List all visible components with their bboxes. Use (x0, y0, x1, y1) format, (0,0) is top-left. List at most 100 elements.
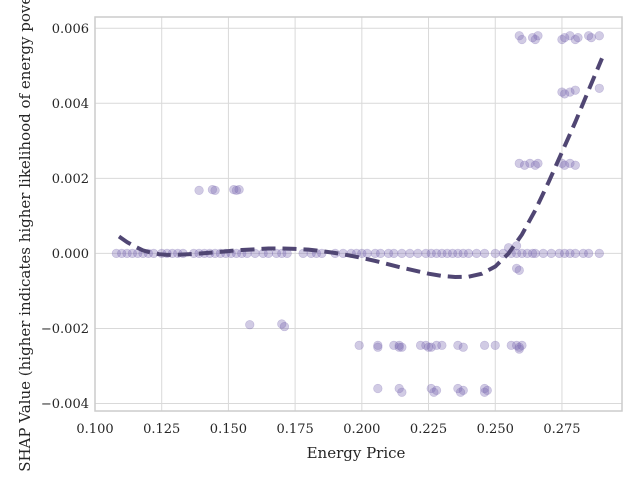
data-point (560, 89, 570, 99)
data-point (423, 342, 434, 352)
data-point (370, 248, 380, 258)
x-tick-label: 0.250 (477, 422, 514, 437)
data-point (394, 340, 404, 350)
data-point (354, 340, 364, 350)
data-point (538, 248, 548, 258)
data-point (431, 385, 442, 395)
data-point (584, 31, 594, 41)
data-point (122, 248, 132, 258)
data-point (570, 160, 580, 170)
data-point (514, 158, 524, 168)
data-point (528, 33, 538, 43)
x-tick-label: 0.125 (143, 422, 180, 437)
data-point (490, 248, 500, 258)
data-point (530, 160, 540, 170)
x-tick-label: 0.200 (343, 422, 380, 437)
data-point (514, 265, 524, 275)
data-point (127, 248, 137, 258)
data-point (479, 248, 490, 258)
data-point (429, 387, 439, 397)
data-point (463, 248, 474, 258)
data-point (584, 248, 594, 258)
data-point (277, 319, 287, 329)
data-point (565, 31, 575, 41)
data-point (570, 85, 580, 95)
data-point (453, 340, 463, 350)
data-point (375, 248, 386, 258)
data-point (517, 34, 527, 45)
data-point (530, 34, 540, 45)
data-point (397, 248, 407, 258)
data-point (426, 383, 436, 394)
data-point (231, 185, 242, 195)
y-tick-label: 0.000 (52, 247, 89, 262)
data-point (405, 248, 415, 258)
data-point (522, 248, 532, 258)
data-point (586, 33, 596, 43)
data-point (578, 248, 588, 258)
data-point (373, 383, 383, 394)
y-tick-labels: −0.004 −0.002 0.000 0.002 0.004 0.006 (41, 22, 89, 412)
data-point (442, 248, 452, 258)
data-point (517, 340, 527, 350)
data-point (421, 248, 431, 258)
data-point (149, 248, 159, 258)
data-point (458, 342, 468, 352)
data-point (117, 248, 127, 258)
data-point (573, 33, 583, 43)
data-point (277, 248, 287, 258)
data-point (389, 248, 399, 258)
data-point (533, 158, 543, 168)
data-point (210, 185, 220, 195)
x-tick-label: 0.100 (76, 422, 113, 437)
data-point (389, 340, 399, 350)
data-point (570, 248, 580, 258)
data-points (111, 31, 604, 397)
x-tick-label: 0.175 (277, 422, 314, 437)
data-point (479, 387, 490, 397)
data-point (397, 342, 407, 352)
data-point (447, 248, 458, 258)
data-point (229, 185, 239, 195)
y-tick-label: 0.004 (52, 97, 89, 112)
data-point (565, 87, 575, 97)
data-point (394, 342, 404, 352)
data-point (373, 342, 383, 352)
data-point (514, 342, 524, 352)
data-point (570, 34, 580, 45)
data-point (357, 248, 367, 258)
data-point (453, 383, 463, 394)
data-point (479, 340, 490, 350)
data-point (560, 248, 570, 258)
y-tick-label: 0.006 (52, 22, 89, 37)
data-point (245, 320, 255, 330)
data-point (415, 340, 426, 350)
y-axis-title: SHAP Value (higher indicates higher like… (16, 0, 34, 472)
data-point (557, 34, 567, 45)
data-point (234, 185, 244, 195)
data-point (111, 248, 121, 258)
data-point (560, 160, 570, 170)
data-point (471, 248, 482, 258)
data-point (231, 248, 242, 258)
data-point (565, 248, 575, 258)
data-point (594, 248, 604, 258)
data-point (546, 248, 556, 258)
data-point (421, 340, 431, 350)
data-point (413, 248, 423, 258)
data-point (533, 31, 543, 41)
data-point (437, 248, 447, 258)
data-point (528, 248, 538, 258)
data-point (437, 340, 447, 350)
data-point (514, 344, 524, 354)
data-point (458, 248, 468, 258)
y-tick-label: 0.002 (52, 172, 89, 187)
data-point (525, 158, 535, 168)
data-point (520, 160, 530, 170)
data-point (511, 263, 522, 274)
x-tick-label: 0.150 (210, 422, 247, 437)
plot-frame (94, 16, 623, 412)
x-tick-label: 0.225 (410, 422, 447, 437)
data-point (554, 248, 564, 258)
